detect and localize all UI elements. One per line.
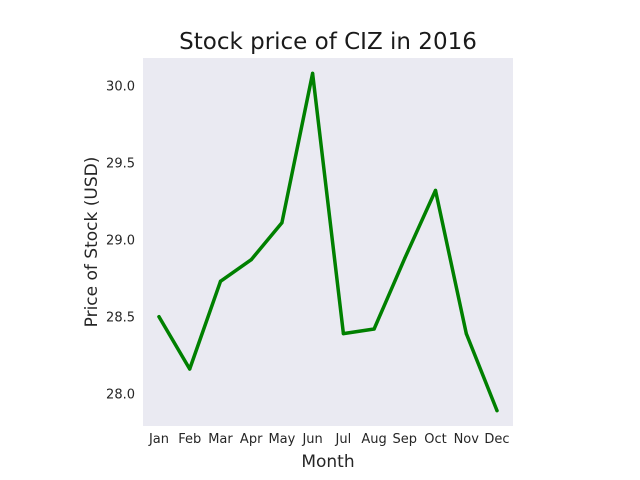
- data-point: [188, 367, 192, 371]
- data-point: [464, 332, 468, 336]
- x-tick-label: Jan: [148, 432, 169, 447]
- x-tick-label: Feb: [178, 432, 201, 447]
- y-axis-ticks: 28.0 28.5 29.0 29.5 30.0: [106, 80, 135, 403]
- y-axis-label: Price of Stock (USD): [82, 157, 102, 328]
- x-tick-label: Oct: [424, 432, 446, 447]
- x-tick-label: May: [268, 432, 295, 447]
- data-point: [218, 279, 223, 283]
- x-tick-label: Mar: [208, 432, 233, 447]
- data-point: [341, 332, 345, 336]
- x-tick-label: Jun: [301, 432, 322, 447]
- x-axis-ticks: Jan Feb Mar Apr May Jun Jul Aug Sep Oct Nov Dec: [148, 432, 510, 447]
- x-tick-label: Apr: [240, 432, 263, 447]
- data-point: [372, 327, 376, 331]
- x-tick-label: Jul: [335, 432, 352, 447]
- x-tick-label: Sep: [393, 432, 418, 447]
- x-tick-label: Nov: [454, 432, 480, 447]
- x-tick-label: Dec: [484, 432, 509, 447]
- y-tick-label: 28.5: [106, 311, 135, 326]
- series-line: [157, 71, 499, 413]
- data-point: [249, 258, 253, 262]
- data-point: [433, 188, 438, 193]
- y-tick-label: 28.0: [106, 388, 135, 403]
- x-tick-label: Aug: [361, 432, 386, 447]
- series-group: [157, 71, 499, 413]
- y-tick-label: 30.0: [106, 80, 135, 95]
- plot-area: [143, 58, 513, 426]
- data-point: [403, 256, 407, 260]
- data-point: [495, 409, 499, 413]
- x-axis-label: Month: [301, 452, 354, 472]
- chart-title: Stock price of CIZ in 2016: [179, 29, 477, 55]
- data-point: [157, 315, 161, 319]
- data-point: [280, 221, 284, 225]
- y-tick-label: 29.0: [106, 234, 135, 249]
- data-point: [311, 71, 315, 75]
- y-tick-label: 29.5: [106, 157, 135, 172]
